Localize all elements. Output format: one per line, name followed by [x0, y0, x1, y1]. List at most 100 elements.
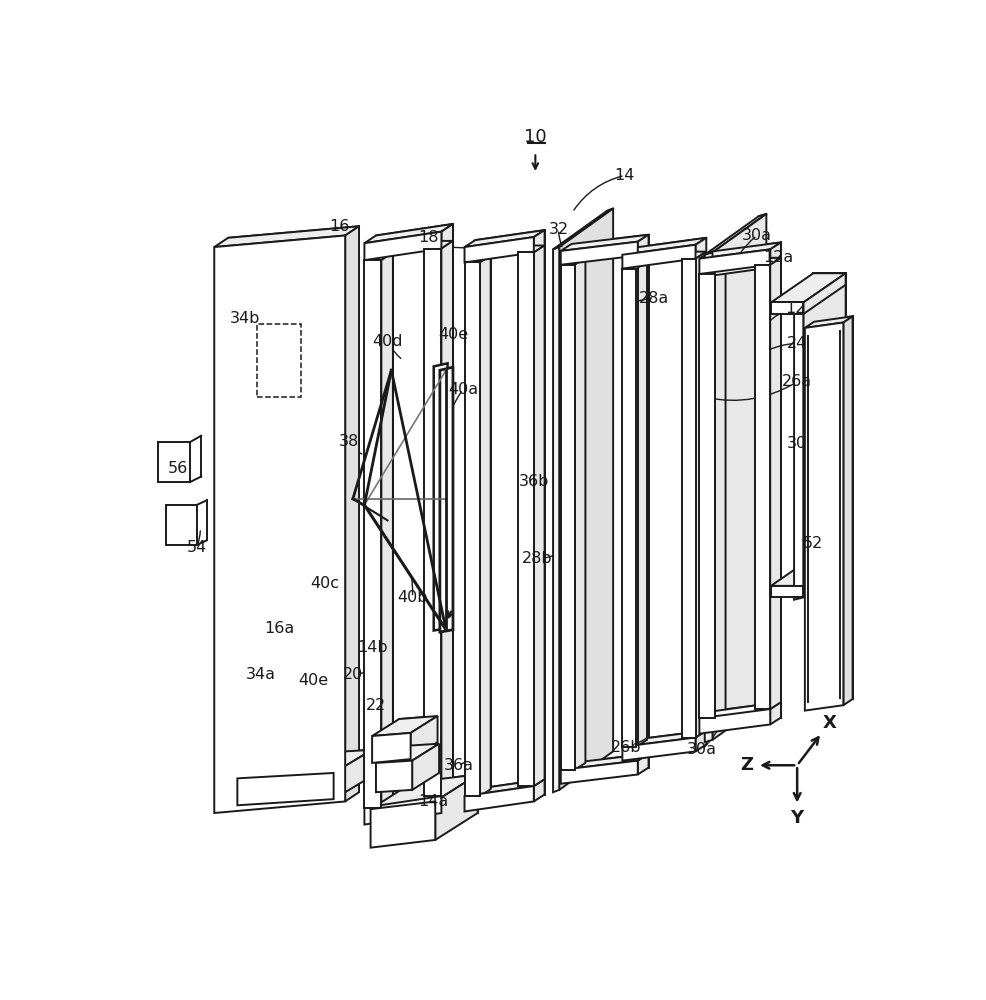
Text: 40a: 40a — [448, 382, 478, 397]
Polygon shape — [214, 226, 359, 247]
Polygon shape — [553, 209, 613, 249]
Text: 38: 38 — [339, 434, 359, 449]
Polygon shape — [804, 273, 846, 597]
Polygon shape — [715, 267, 726, 718]
Text: 40e: 40e — [298, 673, 328, 688]
Polygon shape — [681, 259, 695, 738]
Polygon shape — [622, 731, 706, 747]
Text: X: X — [822, 714, 836, 732]
Text: 40d: 40d — [373, 334, 402, 349]
Polygon shape — [622, 738, 695, 761]
Polygon shape — [755, 265, 770, 709]
Polygon shape — [713, 214, 766, 740]
Polygon shape — [442, 241, 453, 796]
Text: 12: 12 — [786, 301, 806, 316]
Polygon shape — [771, 273, 846, 302]
Polygon shape — [561, 265, 575, 770]
Polygon shape — [425, 241, 453, 249]
Polygon shape — [681, 252, 706, 259]
Polygon shape — [804, 273, 846, 314]
Polygon shape — [699, 709, 770, 734]
Polygon shape — [771, 302, 804, 314]
Polygon shape — [464, 237, 533, 262]
Polygon shape — [533, 230, 544, 252]
Text: 22: 22 — [366, 698, 387, 713]
Polygon shape — [699, 267, 726, 274]
Polygon shape — [553, 247, 559, 792]
Polygon shape — [376, 744, 439, 763]
Polygon shape — [699, 702, 781, 718]
Polygon shape — [771, 557, 846, 586]
Polygon shape — [561, 754, 649, 770]
Polygon shape — [561, 235, 649, 251]
Polygon shape — [435, 774, 477, 840]
Polygon shape — [464, 786, 533, 811]
Polygon shape — [755, 258, 781, 265]
Polygon shape — [365, 796, 442, 825]
Polygon shape — [442, 224, 453, 249]
Polygon shape — [238, 773, 333, 805]
Polygon shape — [713, 704, 762, 728]
Polygon shape — [705, 252, 713, 742]
Polygon shape — [805, 316, 853, 328]
Polygon shape — [699, 242, 781, 259]
Polygon shape — [808, 331, 840, 702]
Polygon shape — [382, 252, 392, 808]
Text: Z: Z — [740, 756, 752, 774]
Text: 28b: 28b — [523, 551, 553, 566]
Polygon shape — [770, 702, 781, 724]
Polygon shape — [638, 235, 649, 256]
Text: 32: 32 — [548, 222, 569, 237]
Polygon shape — [695, 252, 706, 738]
Text: 16a: 16a — [264, 621, 295, 636]
Polygon shape — [622, 245, 695, 269]
Text: 26a: 26a — [782, 374, 812, 389]
Text: 30a: 30a — [686, 742, 717, 757]
Polygon shape — [699, 249, 770, 274]
Text: 28a: 28a — [639, 291, 669, 306]
Polygon shape — [561, 242, 638, 265]
Polygon shape — [365, 232, 442, 260]
Polygon shape — [622, 269, 636, 747]
Polygon shape — [410, 716, 438, 759]
Polygon shape — [480, 256, 491, 796]
Text: Y: Y — [791, 809, 804, 827]
Polygon shape — [805, 323, 843, 711]
Polygon shape — [794, 273, 846, 305]
Polygon shape — [464, 262, 480, 796]
Polygon shape — [425, 249, 442, 796]
Polygon shape — [376, 761, 412, 792]
Text: 24: 24 — [787, 336, 808, 351]
Polygon shape — [345, 226, 359, 801]
Polygon shape — [770, 242, 781, 265]
Bar — [166, 505, 196, 545]
Polygon shape — [519, 252, 533, 786]
Polygon shape — [770, 258, 781, 709]
Text: 56: 56 — [168, 461, 188, 476]
Polygon shape — [365, 224, 453, 243]
Polygon shape — [519, 246, 544, 252]
Bar — [158, 442, 190, 482]
Text: 30a: 30a — [742, 228, 772, 243]
Text: 12a: 12a — [763, 250, 794, 265]
Text: 26b: 26b — [611, 740, 642, 755]
Text: 10: 10 — [524, 128, 546, 146]
Text: 14a: 14a — [419, 794, 449, 809]
Polygon shape — [464, 230, 544, 247]
Text: 54: 54 — [186, 540, 207, 555]
Polygon shape — [464, 256, 491, 262]
Polygon shape — [713, 252, 762, 276]
Text: 18: 18 — [418, 230, 439, 245]
Polygon shape — [238, 750, 372, 778]
Polygon shape — [434, 363, 448, 631]
Polygon shape — [440, 367, 453, 632]
Polygon shape — [214, 235, 345, 813]
Polygon shape — [624, 249, 649, 256]
Text: 36b: 36b — [519, 474, 549, 489]
Text: 14: 14 — [614, 168, 635, 183]
Polygon shape — [804, 557, 846, 597]
Polygon shape — [638, 754, 649, 774]
Text: 16: 16 — [329, 219, 350, 234]
Polygon shape — [442, 788, 453, 813]
Text: 30: 30 — [787, 436, 808, 451]
